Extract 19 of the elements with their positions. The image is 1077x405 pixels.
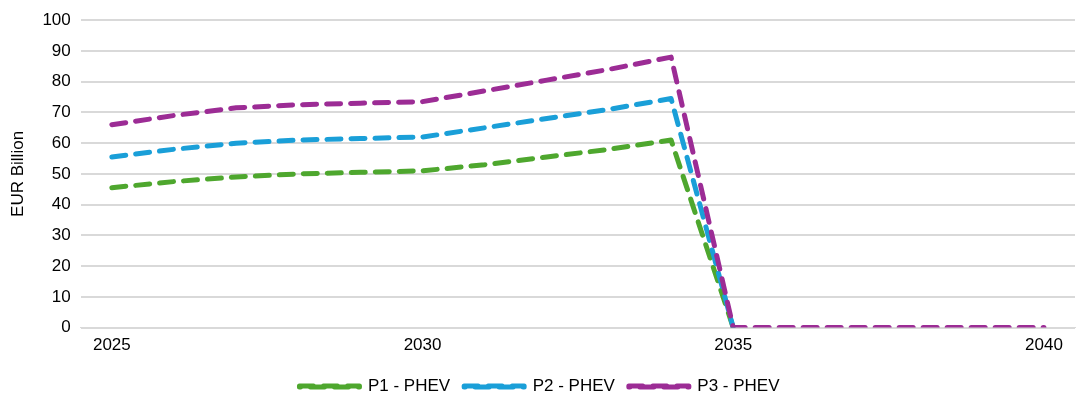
x-tick-label: 2030 bbox=[403, 335, 442, 355]
legend-label: P1 - PHEV bbox=[367, 376, 451, 396]
y-tick-label: 0 bbox=[61, 317, 71, 337]
y-tick-label: 80 bbox=[51, 71, 71, 91]
y-axis-title: EUR Billion bbox=[7, 130, 27, 217]
x-tick-label: 2040 bbox=[1025, 335, 1063, 355]
x-tick-label: 2035 bbox=[714, 335, 753, 355]
y-tick-label: 30 bbox=[51, 225, 71, 245]
y-tick-label: 10 bbox=[51, 286, 71, 306]
y-tick-label: 50 bbox=[51, 163, 71, 183]
legend-label: P3 - PHEV bbox=[697, 376, 781, 396]
legend-label: P2 - PHEV bbox=[532, 376, 616, 396]
y-tick-label: 70 bbox=[51, 102, 71, 122]
y-tick-label: 100 bbox=[42, 9, 71, 29]
y-tick-label: 20 bbox=[51, 255, 71, 275]
y-tick-label: 40 bbox=[51, 194, 71, 214]
y-tick-label: 60 bbox=[51, 132, 71, 152]
x-tick-label: 2025 bbox=[92, 335, 131, 355]
y-tick-label: 90 bbox=[51, 40, 71, 60]
